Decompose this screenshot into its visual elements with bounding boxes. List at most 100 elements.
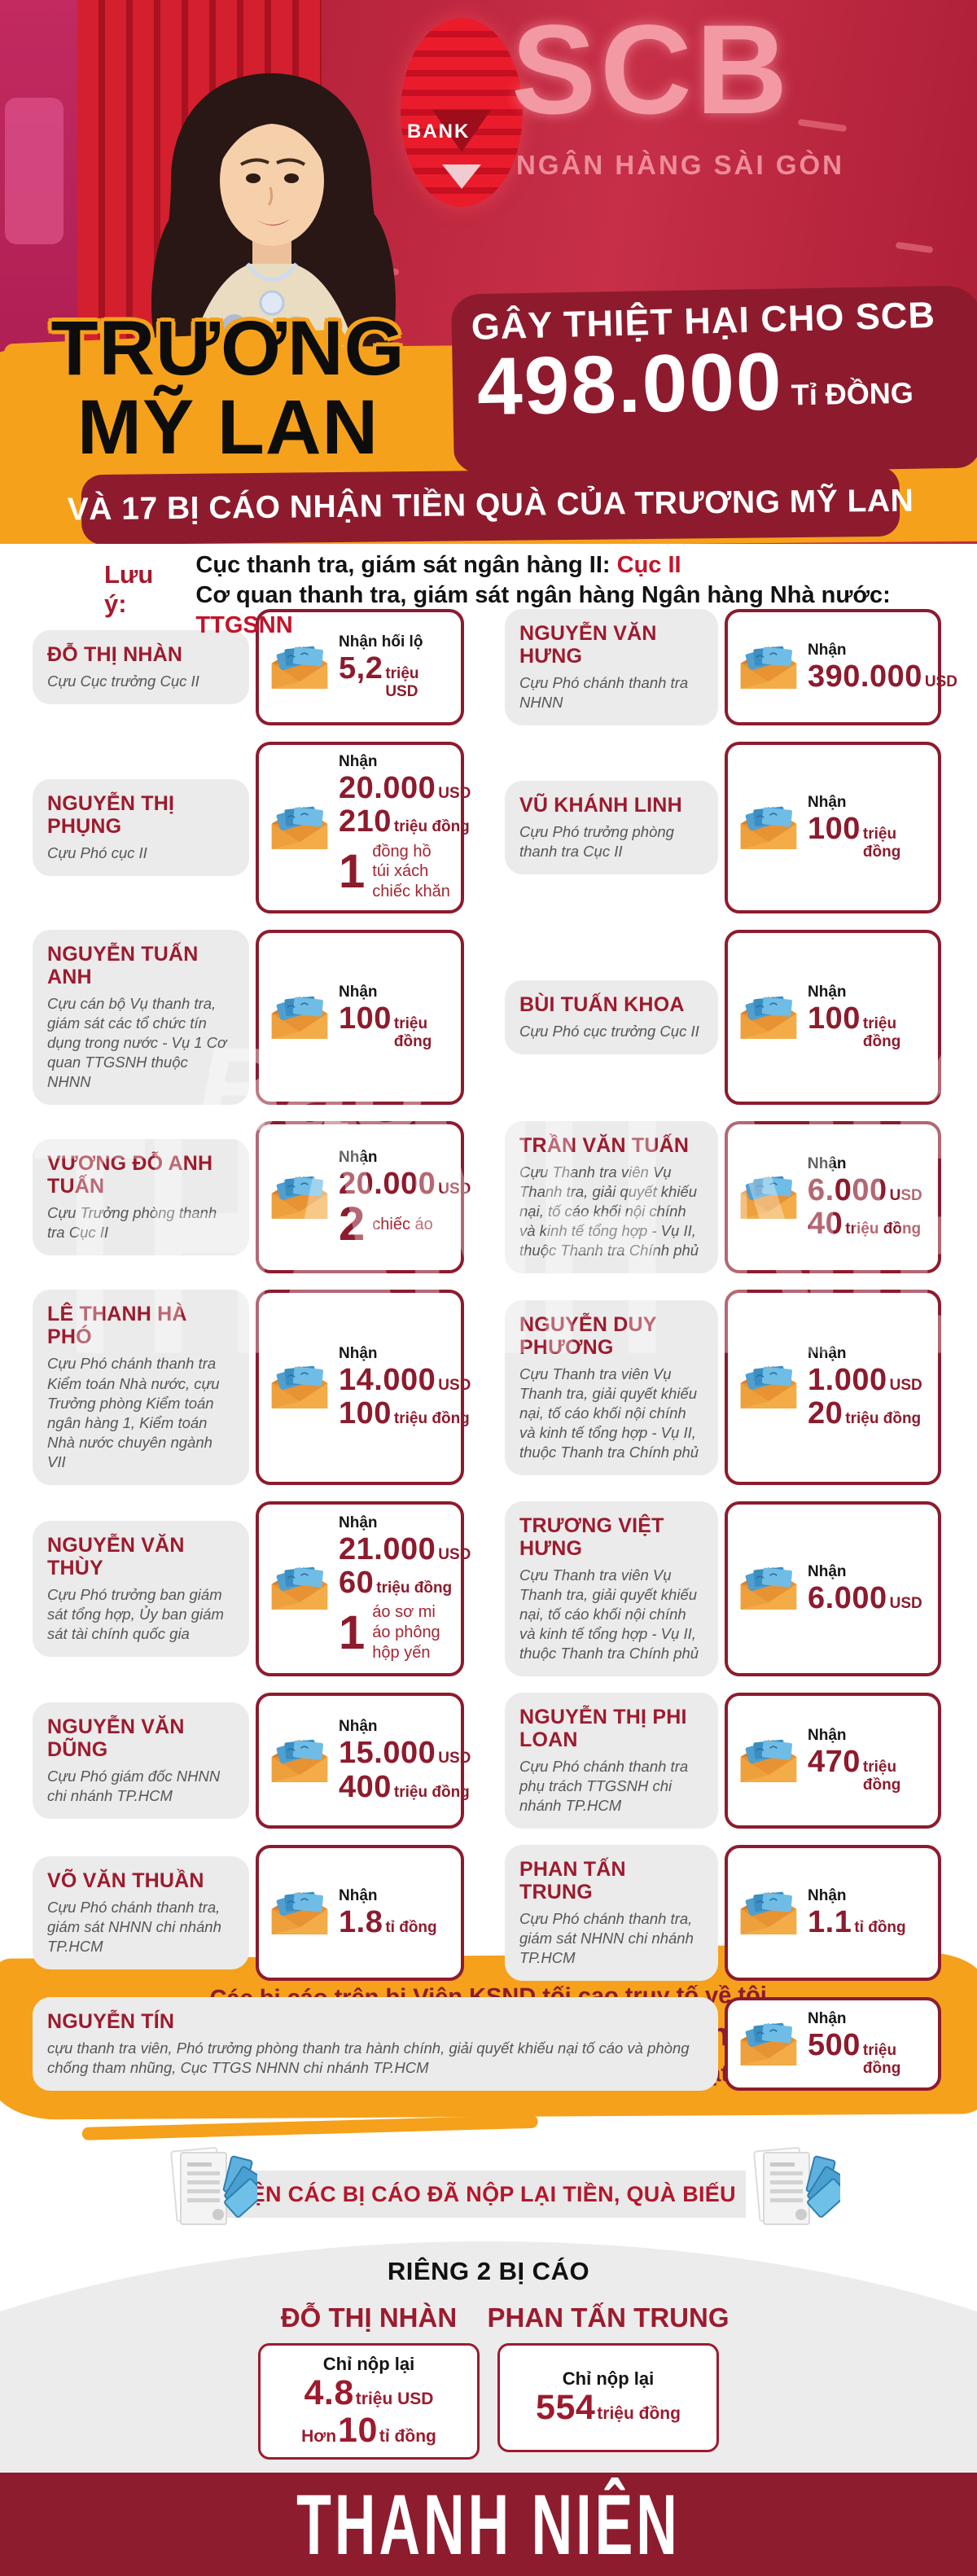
amount-unit: triệu đồng <box>862 1015 901 1051</box>
envelope-money-icon <box>271 996 328 1039</box>
gift-item: túi xách <box>372 862 429 881</box>
amount-label: Nhận <box>808 641 847 659</box>
note-line1-text: Cục thanh tra, giám sát ngân hàng II: <box>195 552 617 578</box>
scb-logo-triangle <box>432 110 491 153</box>
person-card-inner: Nhận 6.000 USD <box>738 1563 928 1614</box>
amount-unit: USD <box>438 1750 471 1768</box>
envelope-money-icon <box>271 1739 328 1782</box>
amount-value: 100 <box>339 1001 392 1036</box>
amount-line: 1.000 USD <box>808 1364 922 1397</box>
amount-line: 21.000 USD <box>339 1533 471 1566</box>
person-name: PHAN TẤN TRUNG <box>519 1858 626 1904</box>
amount-label: Nhận <box>808 1727 847 1745</box>
amount-line: 20.000 USD <box>339 1167 471 1202</box>
amount-unit: triệu đồng <box>597 2404 681 2424</box>
person-amount-card: Nhận 500 triệu đồng <box>725 1997 941 2092</box>
envelope-money-icon <box>271 1891 328 1934</box>
amount-label: Nhận <box>808 1887 847 1905</box>
amount-value: 470 <box>808 1745 861 1780</box>
gift-item: áo phông <box>372 1623 440 1642</box>
person-desc: Cựu Thanh tra viên Vụ Thanh tra, giải qu… <box>519 1163 699 1260</box>
person-name-box: NGUYỄN THỊ PHỤNG Cựu Phó cục II <box>33 779 249 877</box>
person-name: VŨ KHÁNH LINH <box>519 794 682 817</box>
note-block: Lưu ý: Cục thanh tra, giám sát ngân hàng… <box>104 550 977 641</box>
amount-label: Nhận <box>339 1887 378 1905</box>
person-desc: Cựu Phó chánh thanh tra Kiểm toán Nhà nư… <box>47 1355 220 1470</box>
amount-unit: triệu đồng <box>393 1783 470 1801</box>
amount-unit: triệu đồng <box>862 1759 901 1794</box>
person-card-text: Nhận 100 triệu đồng <box>339 984 451 1051</box>
person-desc: Cựu Phó chánh thanh tra NHNN <box>519 674 689 712</box>
amount-value: 10 <box>338 2410 378 2450</box>
amount-unit: triệu đồng <box>376 1579 453 1597</box>
damage-unit: Tỉ ĐỒNG <box>791 375 914 412</box>
envelope-money-icon <box>740 806 797 849</box>
gift-items: 1 đồng hồ túi xách chiếc khăn <box>339 842 471 902</box>
person-card-text: Nhận 470 triệu đồng <box>808 1727 928 1794</box>
person-desc: Cựu Phó chánh thanh tra, giám sát NHNN c… <box>519 1910 694 1967</box>
amount-unit: USD <box>889 1186 922 1204</box>
returned-band: HIỆN CÁC BỊ CÁO ĐÃ NỘP LẠI TIỀN, QUÀ BIẾ… <box>218 2171 746 2218</box>
amount-label: Nhận <box>808 794 847 812</box>
gift-list: đồng hồ túi xách chiếc khăn <box>372 842 450 902</box>
person-name: ĐỖ THỊ NHÀN <box>47 643 183 667</box>
person-amount-card: Nhận 21.000 USD 60 triệu đồng 1 áo sơ mi áo ph… <box>256 1500 471 1676</box>
person-name-box: NGUYỄN TUẤN ANH Cựu cán bộ Vụ thanh tra,… <box>33 930 249 1106</box>
amount-line: 100 triệu đồng <box>339 1397 471 1430</box>
person-name: NGUYỄN VĂN THÙY <box>47 1533 185 1579</box>
person-card-inner: Nhận 390.000 USD <box>738 642 957 693</box>
envelope-money-icon <box>740 996 797 1039</box>
person-name: BÙI TUẤN KHOA <box>519 993 685 1017</box>
amount-value: 20 <box>808 1396 843 1431</box>
note-lines: Cục thanh tra, giám sát ngân hàng II: Cụ… <box>195 550 977 641</box>
returned-case-card: Chỉ nộp lại 4.8 triệu USD Hơn 10 tỉ đồng <box>258 2343 480 2460</box>
gift-item: hộp yến <box>372 1644 431 1663</box>
returned-dome-content: RIÊNG 2 BỊ CÁO ĐỖ THỊ NHÀN Chỉ nộp lại 4… <box>0 2257 977 2460</box>
amount-value: 20.000 <box>339 771 436 806</box>
returned-cases-row: ĐỖ THỊ NHÀN Chỉ nộp lại 4.8 triệu USD Hơn 1… <box>258 2302 729 2460</box>
note-line2-highlight: TTGSNN <box>195 612 293 639</box>
main-title-line2: MỸ LAN <box>77 383 379 471</box>
amount-line: 15.000 USD <box>339 1737 471 1770</box>
person-desc: Cựu Thanh tra viên Vụ Thanh tra, giải qu… <box>519 1365 699 1461</box>
amount-unit: USD <box>889 1594 922 1612</box>
person-desc: cựu thanh tra viên, Phó trưởng phòng tha… <box>47 2039 690 2077</box>
thanh-nien-logo: THANH NIÊN <box>296 2477 681 2572</box>
person-name-box: NGUYỄN THỊ PHI LOAN Cựu Phó chánh thanh … <box>505 1693 718 1829</box>
amount-unit: USD <box>924 672 957 690</box>
note-line2: Cơ quan thanh tra, giám sát ngân hàng Ng… <box>195 580 977 641</box>
gift-count: 1 <box>339 844 366 898</box>
main-title: TRƯƠNG MỸ LAN <box>33 309 423 467</box>
amount-value: 1.8 <box>339 1905 383 1940</box>
person-desc: Cựu Trưởng phòng thanh tra Cục II <box>47 1204 217 1242</box>
person-card-inner: Nhận 15.000 USD 400 triệu đồng <box>269 1718 471 1803</box>
amount-line: 100 triệu đồng <box>339 1002 451 1051</box>
person-card-text: Nhận 100 triệu đồng <box>808 984 928 1051</box>
envelope-money-icon <box>271 806 328 849</box>
person-card-inner: Nhận 14.000 USD 100 triệu đồng <box>269 1345 471 1430</box>
person-amount-card: Nhận hối lộ 5,2 triệu USD <box>256 609 464 726</box>
amount-label: Nhận <box>808 2010 847 2028</box>
gift-items: 1 áo sơ mi áo phông hộp yến <box>339 1602 471 1663</box>
person-name: TRẦN VĂN TUẤN <box>519 1134 690 1158</box>
amount-line: 20.000 USD <box>339 771 471 806</box>
person-amount-card: Nhận 1.1 tỉ đồng <box>725 1845 941 1982</box>
person-desc: Cựu Phó cục trưởng Cục II <box>519 1023 699 1040</box>
amount-label: Nhận <box>339 1514 378 1531</box>
scb-tagline: NGÂN HÀNG SÀI GÒN <box>516 150 845 180</box>
note-line2-text: Cơ quan thanh tra, giám sát ngân hàng Ng… <box>195 582 891 609</box>
person-name-box: NGUYỄN DUY PHƯƠNG Cựu Thanh tra viên Vụ … <box>505 1299 718 1475</box>
amount-unit: triệu đồng <box>845 1220 922 1238</box>
amount-label: Nhận hối lộ <box>339 633 423 651</box>
person-card-inner: Nhận 100 triệu đồng <box>738 794 928 861</box>
person-card-inner: Nhận 20.000 USD 2 chiếc áo <box>269 1149 471 1248</box>
amount-value: 20.000 <box>339 1167 436 1202</box>
person-name-box: NGUYỄN VĂN HƯNG Cựu Phó chánh thanh tra … <box>505 609 718 726</box>
person-card-text: Nhận 390.000 USD <box>808 642 957 693</box>
amount-line: 100 triệu đồng <box>808 813 928 861</box>
person-amount-card: Nhận 1.8 tỉ đồng <box>256 1845 464 1982</box>
envelope-money-icon <box>740 1567 797 1610</box>
person-name: NGUYỄN THỊ PHỤNG <box>47 792 175 839</box>
person-name-box: ĐỖ THỊ NHÀN Cựu Cục trưởng Cục II <box>33 630 249 705</box>
documents-money-icon <box>170 2147 257 2225</box>
